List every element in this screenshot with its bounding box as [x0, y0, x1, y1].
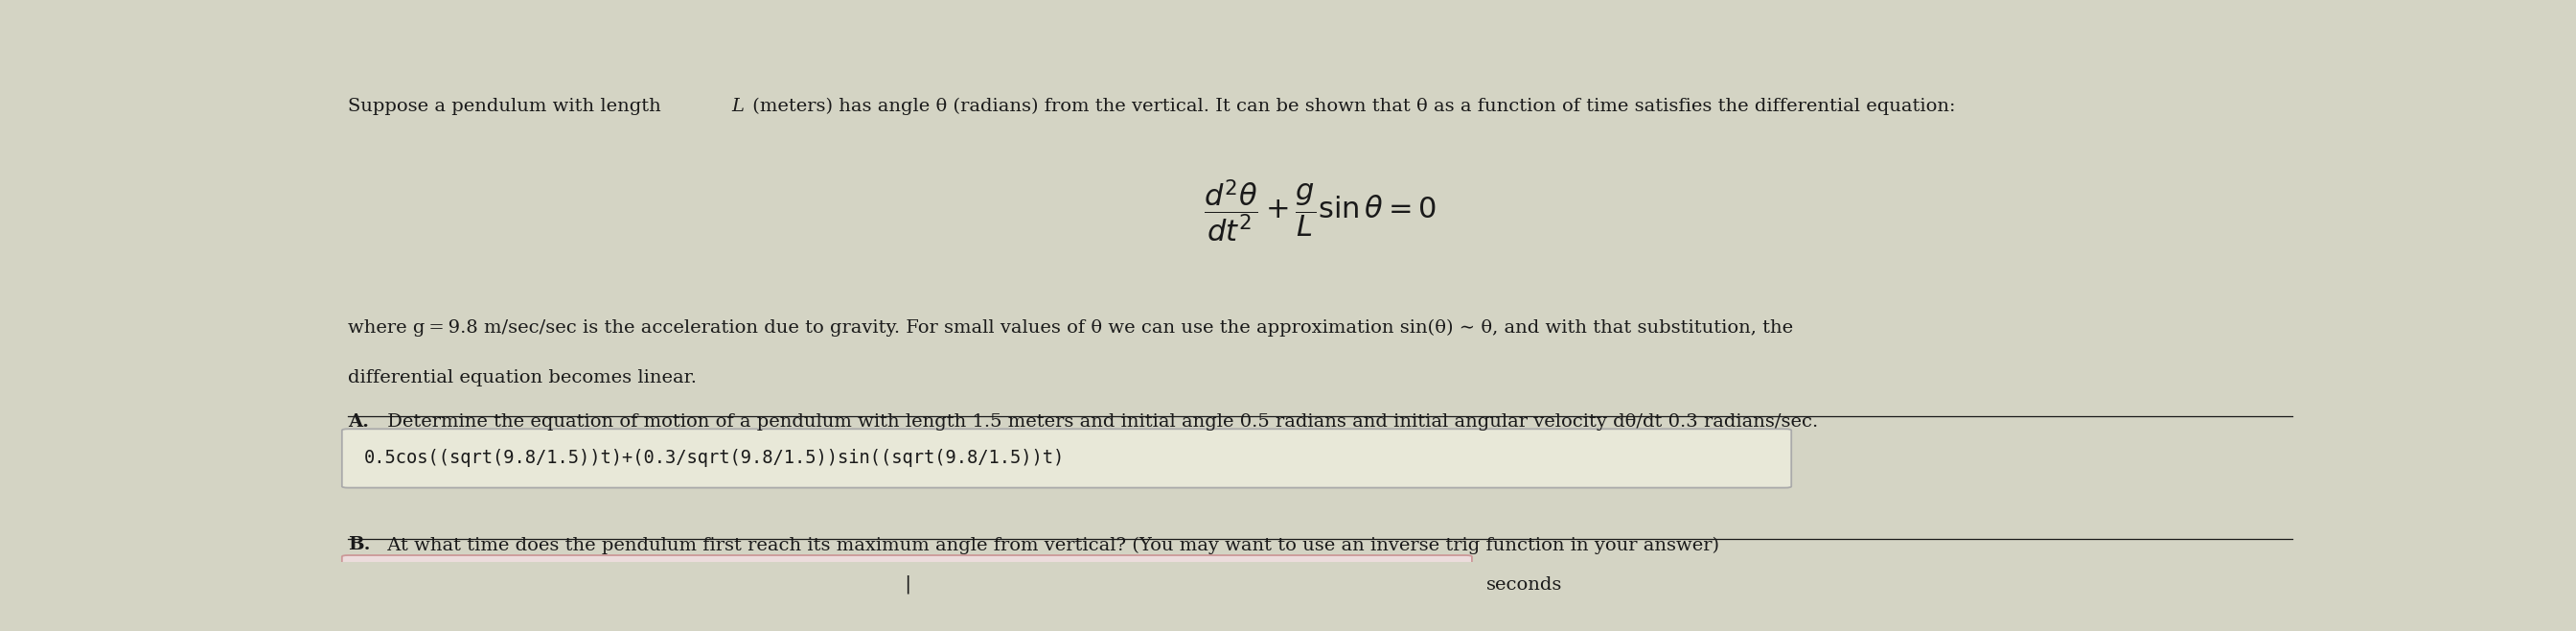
- FancyBboxPatch shape: [343, 555, 1471, 614]
- Text: At what time does the pendulum first reach its maximum angle from vertical? (You: At what time does the pendulum first rea…: [381, 536, 1721, 554]
- Text: Determine the equation of motion of a pendulum with length 1.5 meters and initia: Determine the equation of motion of a pe…: [381, 413, 1819, 431]
- Text: Suppose a pendulum with length: Suppose a pendulum with length: [348, 98, 667, 115]
- Text: L: L: [732, 98, 744, 115]
- Text: differential equation becomes linear.: differential equation becomes linear.: [348, 370, 696, 387]
- Text: A.: A.: [348, 413, 368, 431]
- Text: (meters) has angle θ (radians) from the vertical. It can be shown that θ as a fu: (meters) has angle θ (radians) from the …: [747, 98, 1955, 115]
- Text: |: |: [902, 575, 912, 594]
- Text: $\dfrac{d^2\theta}{dt^2} + \dfrac{g}{L}\sin\theta = 0$: $\dfrac{d^2\theta}{dt^2} + \dfrac{g}{L}\…: [1203, 179, 1437, 245]
- FancyBboxPatch shape: [343, 429, 1790, 488]
- Text: B.: B.: [348, 536, 371, 553]
- Text: 0.5cos((sqrt(9.8/1.5))t)+(0.3/sqrt(9.8/1.5))sin((sqrt(9.8/1.5))t): 0.5cos((sqrt(9.8/1.5))t)+(0.3/sqrt(9.8/1…: [363, 449, 1064, 468]
- Text: where g = 9.8 m/sec/sec is the acceleration due to gravity. For small values of : where g = 9.8 m/sec/sec is the accelerat…: [348, 319, 1793, 336]
- Text: seconds: seconds: [1486, 576, 1561, 593]
